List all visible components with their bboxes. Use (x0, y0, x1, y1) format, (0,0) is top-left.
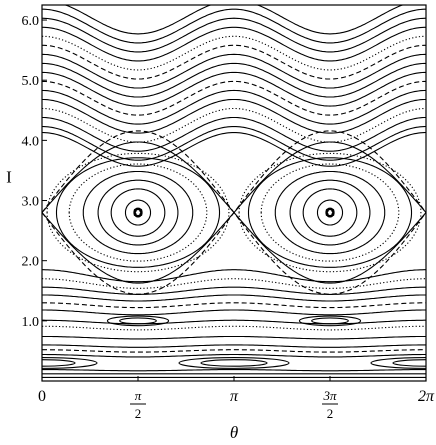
upper-wavy-curve-15 (42, 131, 426, 167)
upper-wavy-curve-1 (42, 8, 426, 44)
upper-wavy-curve-13 (42, 116, 426, 152)
small-island-1-0 (298, 315, 362, 327)
y-tick-label-3: 4.0 (22, 134, 40, 149)
lower-wavy-curve-4 (42, 302, 426, 309)
x-tick-label-2: π (230, 388, 239, 405)
small-island-2-0 (42, 356, 98, 369)
small-island-4-1 (392, 359, 426, 367)
y-tick-label-1: 2.0 (22, 255, 40, 270)
lower-wavy-curve-7 (42, 325, 426, 331)
island-orbit-1-4 (274, 170, 386, 255)
island-orbit-1-7 (238, 152, 422, 273)
upper-wavy-curve-0 (63, 5, 405, 35)
upper-wavy-curve-8 (42, 71, 426, 107)
small-island-2-1 (42, 359, 76, 367)
lower-wavy-curve-10 (42, 349, 426, 353)
island-orbit-0-2 (110, 188, 166, 237)
upper-wavy-curve-6 (42, 53, 426, 89)
island-orbit-0-1 (124, 199, 152, 226)
lower-wavy-curve-3 (42, 294, 426, 302)
y-tick-label-4: 5.0 (22, 74, 40, 89)
x-tick-label-0: 0 (38, 388, 46, 405)
island-orbit-0-7 (46, 152, 230, 273)
island-orbit-1-0 (325, 207, 335, 218)
upper-wavy-curve-11 (42, 98, 426, 134)
y-axis-label: I (6, 167, 12, 186)
lower-wavy-curve-0 (42, 269, 426, 283)
island-orbit-1-2 (302, 188, 358, 237)
x-tick-label-3-num: 3π (322, 388, 337, 403)
island-orbit-0-3 (97, 179, 179, 246)
small-island-0-0 (106, 315, 170, 327)
x-tick-label-4: 2π (418, 388, 435, 405)
x-axis-label: θ (230, 423, 238, 442)
small-island-1-1 (311, 317, 349, 325)
island-orbit-0-4 (82, 170, 194, 255)
upper-wavy-curve-2 (42, 17, 426, 53)
upper-wavy-curve-7 (42, 62, 426, 98)
small-island-0-1 (119, 317, 157, 325)
island-orbit-0-0 (133, 207, 143, 218)
island-orbit-1-3 (289, 179, 371, 246)
small-island-3-0 (178, 356, 290, 369)
separatrix-lower-1 (42, 211, 426, 295)
y-tick-label-2: 3.0 (22, 195, 40, 210)
small-island-3-1 (200, 359, 268, 367)
y-tick-label-0: 1.0 (22, 315, 40, 330)
island-orbit-1-6 (247, 157, 413, 268)
lower-wavy-curve-5 (42, 309, 426, 316)
y-tick-label-5: 6.0 (22, 14, 40, 29)
phase-curves (42, 5, 426, 378)
island-orbit-0-6 (55, 157, 221, 268)
small-island-4-0 (370, 356, 426, 369)
x-tick-label-1-num: π (135, 388, 142, 403)
x-tick-label-3-den: 2 (327, 406, 334, 421)
island-orbit-1-1 (316, 199, 344, 226)
x-tick-label-1-den: 2 (135, 406, 142, 421)
lower-wavy-curve-2 (42, 286, 426, 295)
upper-wavy-curve-10 (42, 89, 426, 125)
y-axis-ticks: 1.0 2.0 3.0 4.0 5.0 6.0 (22, 14, 47, 330)
lower-wavy-curve-9 (42, 344, 426, 348)
lower-wavy-curve-12 (42, 369, 426, 372)
lower-wavy-curve-11 (42, 353, 426, 358)
lower-wavy-curve-8 (42, 335, 426, 340)
lower-wavy-curve-6 (42, 319, 426, 325)
upper-wavy-curve-3 (42, 26, 426, 62)
